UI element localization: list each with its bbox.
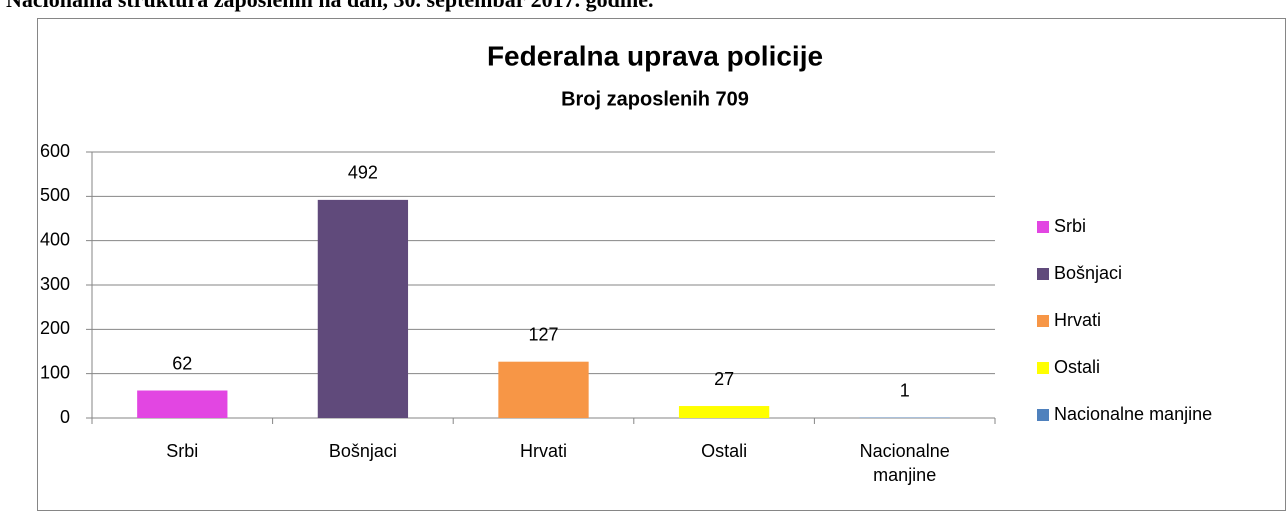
bar [498, 361, 589, 418]
x-tick-label: Srbi [166, 441, 198, 461]
x-tick-label: Ostali [701, 441, 747, 461]
legend-swatch [1037, 409, 1049, 421]
x-tick-label: Nacionalne manjine [860, 441, 950, 485]
y-tick-label: 200 [40, 318, 70, 338]
chart-subtitle: Broj zaposlenih 709 [561, 88, 749, 110]
legend-swatch [1037, 315, 1049, 327]
data-label: 62 [172, 353, 192, 373]
legend-swatch [1037, 221, 1049, 233]
data-label: 1 [900, 380, 910, 400]
y-tick-label: 600 [40, 141, 70, 161]
x-tick-label: Bošnjaci [329, 441, 397, 461]
data-label: 492 [348, 163, 378, 183]
x-tick-label: Hrvati [520, 441, 567, 461]
bar [317, 199, 409, 418]
y-tick-label: 100 [40, 362, 70, 382]
y-tick-label: 500 [40, 185, 70, 205]
bar [137, 390, 228, 418]
legend-label: Hrvati [1054, 310, 1101, 330]
page-heading: Nacionalna struktura zaposlenih na dan, … [6, 0, 653, 12]
legend-swatch [1037, 268, 1049, 280]
y-tick-label: 300 [40, 274, 70, 294]
chart-title: Federalna uprava policije [487, 40, 823, 71]
legend-label: Nacionalne manjine [1054, 404, 1212, 424]
legend-label: Ostali [1054, 357, 1100, 377]
chart-border [37, 18, 1286, 511]
y-tick-label: 0 [60, 407, 70, 427]
data-label: 127 [528, 324, 558, 344]
data-label: 27 [714, 369, 734, 389]
legend-label: Bošnjaci [1054, 263, 1122, 283]
bar [678, 406, 770, 418]
legend-swatch [1037, 362, 1049, 374]
legend-label: Srbi [1054, 216, 1086, 236]
y-tick-label: 400 [40, 229, 70, 249]
